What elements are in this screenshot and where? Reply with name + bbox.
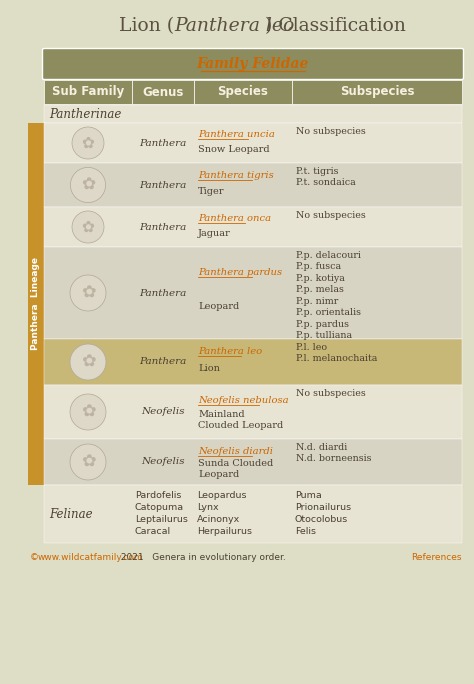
Text: Panthera onca: Panthera onca — [198, 213, 271, 223]
Text: Neofelis nebulosa: Neofelis nebulosa — [198, 395, 289, 405]
Text: Panthera  Lineage: Panthera Lineage — [31, 257, 40, 350]
Text: P.t. tigris
P.t. sondaica: P.t. tigris P.t. sondaica — [296, 167, 356, 187]
Text: 2021   Genera in evolutionary order.: 2021 Genera in evolutionary order. — [118, 553, 294, 562]
Text: Sub Family: Sub Family — [52, 86, 124, 98]
Text: Felinae: Felinae — [49, 508, 92, 521]
Bar — [132, 80, 194, 104]
Text: Tiger: Tiger — [198, 187, 225, 196]
Text: ✿: ✿ — [81, 403, 95, 421]
Text: ✿: ✿ — [82, 135, 94, 150]
Text: Pantherinae: Pantherinae — [49, 107, 121, 120]
Text: Sunda Clouded
Leopard: Sunda Clouded Leopard — [198, 459, 273, 479]
FancyBboxPatch shape — [43, 49, 464, 79]
Bar — [44, 163, 462, 207]
Circle shape — [72, 211, 104, 243]
Text: Subspecies: Subspecies — [340, 86, 414, 98]
Text: ) Classification: ) Classification — [265, 17, 406, 35]
Text: Pardofelis
Catopuma
Leptailurus
Caracal: Pardofelis Catopuma Leptailurus Caracal — [135, 491, 188, 536]
Text: ✿: ✿ — [81, 353, 95, 371]
Text: Panthera: Panthera — [139, 358, 187, 367]
Bar — [44, 385, 462, 439]
Circle shape — [72, 127, 104, 159]
Bar — [44, 439, 462, 485]
Text: No subspecies: No subspecies — [296, 127, 366, 136]
Text: No subspecies: No subspecies — [296, 211, 366, 220]
Text: Panthera uncia: Panthera uncia — [198, 130, 275, 139]
Text: N.d. diardi
N.d. borneensis: N.d. diardi N.d. borneensis — [296, 443, 372, 464]
Bar — [44, 80, 132, 104]
Text: Neofelis: Neofelis — [141, 408, 185, 417]
Text: ✿: ✿ — [81, 176, 95, 194]
Text: ✿: ✿ — [81, 453, 95, 471]
Text: ✿: ✿ — [82, 220, 94, 235]
Text: ✿: ✿ — [81, 284, 95, 302]
Bar — [292, 80, 462, 104]
Text: Panthera: Panthera — [139, 181, 187, 189]
Circle shape — [70, 344, 106, 380]
Text: Snow Leopard: Snow Leopard — [198, 144, 270, 153]
Text: Species: Species — [218, 86, 268, 98]
Text: Leopard: Leopard — [198, 302, 239, 311]
Text: Puma
Prionailurus
Otocolobus
Felis: Puma Prionailurus Otocolobus Felis — [295, 491, 351, 536]
Text: Genus: Genus — [142, 86, 184, 98]
Text: Panthera: Panthera — [139, 138, 187, 148]
Bar — [28, 123, 44, 485]
Text: No subspecies: No subspecies — [296, 389, 366, 398]
Bar — [44, 105, 462, 123]
Text: P.p. delacouri
P.p. fusca
P.p. kotiya
P.p. melas
P.p. nimr
P.p. orientalis
P.p. : P.p. delacouri P.p. fusca P.p. kotiya P.… — [296, 251, 361, 340]
Text: Leopardus
Lynx
Acinonyx
Herpailurus: Leopardus Lynx Acinonyx Herpailurus — [197, 491, 252, 536]
Text: References: References — [411, 553, 462, 562]
Bar — [44, 247, 462, 339]
Bar — [44, 207, 462, 247]
Bar — [44, 485, 462, 543]
Text: Neofelis diardi: Neofelis diardi — [198, 447, 273, 456]
Text: www.wildcatfamily.com: www.wildcatfamily.com — [38, 553, 144, 562]
Text: Panthera leo: Panthera leo — [198, 347, 262, 356]
Circle shape — [70, 394, 106, 430]
Text: Family Felidae: Family Felidae — [197, 57, 309, 71]
Circle shape — [70, 275, 106, 311]
Text: Mainland
Clouded Leopard: Mainland Clouded Leopard — [198, 410, 283, 430]
Bar — [44, 123, 462, 163]
Text: Panthera: Panthera — [139, 289, 187, 298]
Bar — [194, 80, 292, 104]
Text: Lion (: Lion ( — [119, 17, 174, 35]
Text: P.l. leo
P.l. melanochaita: P.l. leo P.l. melanochaita — [296, 343, 377, 363]
Text: Panthera pardus: Panthera pardus — [198, 268, 282, 277]
Text: Jaguar: Jaguar — [198, 228, 231, 237]
Text: Panthera tigris: Panthera tigris — [198, 171, 274, 180]
Text: Neofelis: Neofelis — [141, 458, 185, 466]
Text: Panthera: Panthera — [139, 222, 187, 231]
Text: ©: © — [30, 553, 39, 562]
Bar — [44, 339, 462, 385]
Text: Lion: Lion — [198, 365, 220, 373]
Circle shape — [71, 168, 106, 202]
Circle shape — [70, 444, 106, 480]
Text: Panthera leo: Panthera leo — [174, 17, 294, 35]
